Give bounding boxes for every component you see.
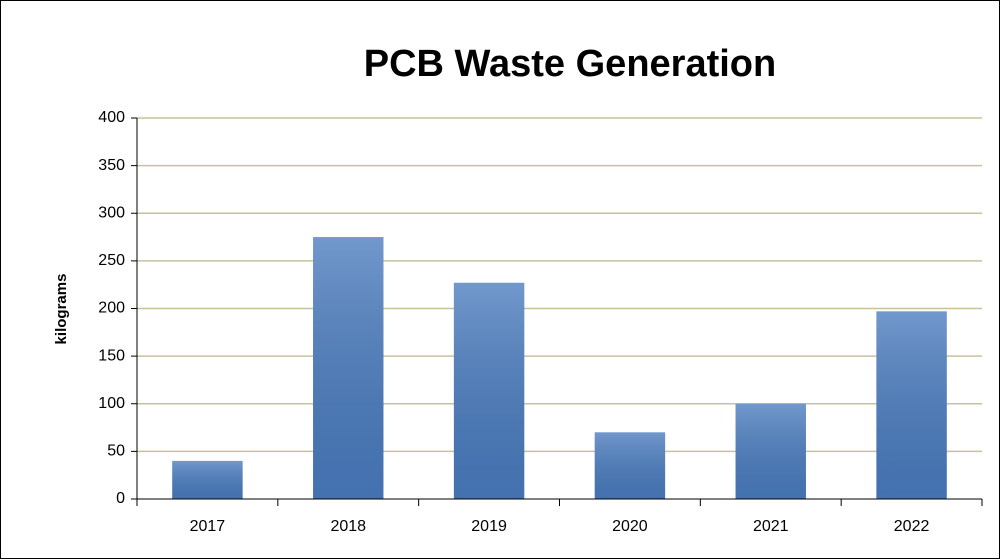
y-tick-label: 50: [107, 443, 125, 460]
y-tick-label: 250: [98, 252, 125, 269]
y-axis-label: kilograms: [53, 274, 70, 345]
x-tick-label: 2022: [894, 518, 930, 535]
x-tick-label: 2021: [753, 518, 789, 535]
bar-shade: [594, 432, 666, 499]
bar-shade: [172, 460, 243, 499]
bar-shade: [453, 282, 525, 499]
y-tick-label: 300: [98, 204, 125, 221]
y-tick-label: 400: [98, 109, 125, 126]
bar-shade: [735, 403, 806, 499]
x-tick-label: 2019: [471, 518, 507, 535]
y-tick-label: 100: [98, 395, 125, 412]
y-tick-label: 0: [116, 490, 125, 507]
y-tick-label: 150: [98, 347, 125, 364]
y-tick-label: 200: [98, 300, 125, 317]
chart-title: PCB Waste Generation: [364, 43, 776, 85]
x-tick-label: 2017: [190, 518, 226, 535]
bar-shade: [313, 237, 384, 499]
x-tick-label: 2020: [612, 518, 648, 535]
x-tick-label: 2018: [330, 518, 366, 535]
bar-shade: [876, 311, 947, 499]
y-tick-label: 350: [98, 157, 125, 174]
